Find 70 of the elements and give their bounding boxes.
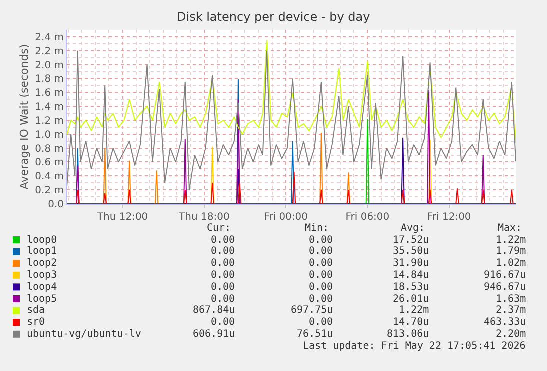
- text: 0.00: [211, 317, 236, 328]
- text: 18.53u: [393, 282, 430, 293]
- x-tick-label: Thu 12:00: [96, 212, 148, 223]
- legend-label: sr0: [27, 317, 46, 328]
- text: 606.91u: [193, 329, 236, 340]
- legend-label: sda: [27, 305, 46, 316]
- y-axis-title: Average IO Wait (seconds): [18, 44, 31, 190]
- x-tick-label: Fri 12:00: [427, 212, 472, 223]
- text: Max:: [498, 223, 522, 234]
- text: 916.67u: [484, 270, 526, 281]
- legend-label: ubuntu-vg/ubuntu-lv: [27, 329, 142, 340]
- text: 0.00: [211, 235, 236, 246]
- y-tick-label: 2.4 m: [35, 32, 64, 44]
- text: 17.52u: [393, 235, 430, 246]
- text: 813.06u: [387, 329, 430, 340]
- text: Min:: [305, 223, 330, 234]
- text: 2.20m: [496, 329, 526, 340]
- text: 0.00: [211, 246, 236, 257]
- text: 0.00: [211, 294, 236, 305]
- text: 26.01u: [393, 294, 430, 305]
- legend-label: loop1: [27, 246, 58, 257]
- y-tick-label: 0.4 m: [35, 172, 64, 183]
- text: 2.37m: [496, 305, 526, 316]
- text: 0.00: [211, 270, 236, 281]
- text: 1.22m: [399, 305, 430, 316]
- y-tick-label: 0.6 m: [35, 158, 64, 169]
- legend-label: loop3: [27, 270, 58, 281]
- text: 0.00: [211, 258, 236, 269]
- y-tick-label: 2.2 m: [35, 46, 64, 58]
- text: Avg:: [401, 223, 426, 234]
- text: 0.00: [309, 317, 334, 328]
- y-tick-label: 2.0 m: [35, 60, 64, 72]
- text: 946.67u: [484, 282, 526, 293]
- y-tick-label: 0.2 m: [35, 186, 64, 197]
- legend-label: loop5: [27, 294, 58, 305]
- y-tick-label: 1.0 m: [35, 130, 64, 141]
- text: 0.00: [211, 282, 236, 293]
- y-tick-label: 1.6 m: [35, 88, 64, 100]
- text: 0.00: [309, 258, 334, 269]
- y-tick-label: 1.2 m: [35, 116, 64, 127]
- text: 0.00: [309, 235, 334, 246]
- x-tick-label: Fri 06:00: [346, 212, 390, 223]
- y-tick-label: 1.8 m: [35, 74, 64, 86]
- text: 14.84u: [393, 270, 430, 281]
- text: 76.51u: [297, 329, 334, 340]
- text: 0.00: [309, 270, 334, 281]
- text: 1.79m: [496, 246, 526, 257]
- text: 35.50u: [393, 246, 430, 257]
- text: Last update: Fri May 22 17:05:41 2026: [303, 341, 526, 352]
- y-tick-label: 1.4 m: [35, 102, 64, 114]
- text: 1.22m: [496, 235, 526, 246]
- text: 1.02m: [496, 258, 526, 269]
- text: 463.33u: [484, 317, 526, 328]
- legend-label: loop0: [27, 235, 58, 246]
- legend-label: loop4: [27, 282, 58, 293]
- y-tick-label: 0.0: [48, 200, 64, 210]
- text: 1.63m: [496, 294, 526, 305]
- text: 0.00: [309, 246, 334, 257]
- text: 867.84u: [193, 305, 236, 316]
- text: 14.70u: [393, 317, 430, 328]
- text: 0.00: [309, 294, 334, 305]
- legend-label: loop2: [27, 258, 58, 269]
- text: Cur:: [207, 223, 232, 234]
- chart-title: Disk latency per device - by day: [177, 10, 370, 24]
- x-tick-label: Thu 18:00: [178, 212, 230, 223]
- text: 697.75u: [291, 305, 334, 316]
- text: 31.90u: [393, 258, 430, 269]
- y-tick-label: 0.8 m: [35, 144, 64, 155]
- text: 0.00: [309, 282, 334, 293]
- x-tick-label: Fri 00:00: [264, 212, 308, 223]
